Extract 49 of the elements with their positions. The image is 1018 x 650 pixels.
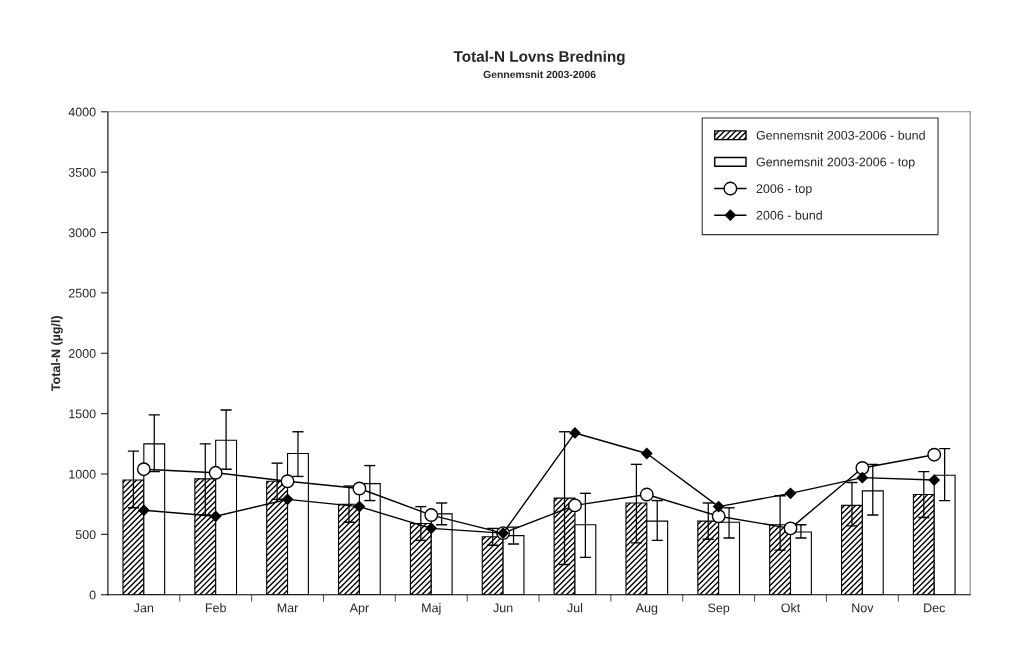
point <box>424 508 439 523</box>
y-axis-title: Total-N (µg/l) <box>51 316 63 391</box>
legend-label: 2006 - top <box>756 184 812 196</box>
point <box>210 510 222 522</box>
point <box>927 447 942 462</box>
y-tick-label: 2500 <box>68 288 96 298</box>
y-tick-label: 500 <box>75 530 96 540</box>
point <box>568 498 582 513</box>
x-tick-label: Aug <box>635 603 658 615</box>
point <box>641 447 653 460</box>
legend-label: Gennemsnit 2003-2006 - top <box>756 157 915 169</box>
x-tick-label: Apr <box>349 603 369 615</box>
x-tick-label: Dec <box>924 603 946 613</box>
x-tick-label: Jan <box>133 603 154 613</box>
y-tick-label: 4000 <box>68 107 96 117</box>
point <box>711 509 726 524</box>
point <box>425 522 437 534</box>
point <box>353 501 366 513</box>
x-tick-label: Jul <box>567 603 583 613</box>
point <box>783 521 798 536</box>
point <box>280 474 295 489</box>
chart-subtitle: Gennemsnit 2003-2006 <box>483 70 596 79</box>
x-tick-label: Feb <box>205 603 226 613</box>
point <box>639 487 654 502</box>
x-tick-label: Sep <box>708 603 730 615</box>
point <box>928 474 940 486</box>
y-tick-label: 3500 <box>68 167 96 177</box>
point <box>138 504 150 516</box>
point <box>136 462 151 477</box>
point <box>713 501 725 513</box>
point <box>784 487 797 499</box>
chart-title: Total-N Lovns Bredning <box>453 50 625 65</box>
y-tick-label: 1000 <box>69 469 96 479</box>
legend-label: 2006 - bund <box>756 210 822 220</box>
point <box>281 493 294 505</box>
point <box>352 481 367 496</box>
x-tick-label: Mar <box>277 603 299 613</box>
y-tick-label: 0 <box>89 590 96 600</box>
point <box>856 472 868 484</box>
x-tick-label: Okt <box>781 603 801 613</box>
y-tick-label: 1500 <box>69 409 96 419</box>
point <box>855 461 870 475</box>
point <box>208 465 223 480</box>
x-tick-label: Jun <box>493 603 513 613</box>
x-tick-label: Nov <box>852 603 874 613</box>
legend-label: Gennemsnit 2003-2006 - bund <box>756 130 925 140</box>
x-tick-label: Maj <box>422 603 441 615</box>
y-tick-label: 2000 <box>68 349 96 358</box>
y-tick-label: 3000 <box>68 228 96 238</box>
